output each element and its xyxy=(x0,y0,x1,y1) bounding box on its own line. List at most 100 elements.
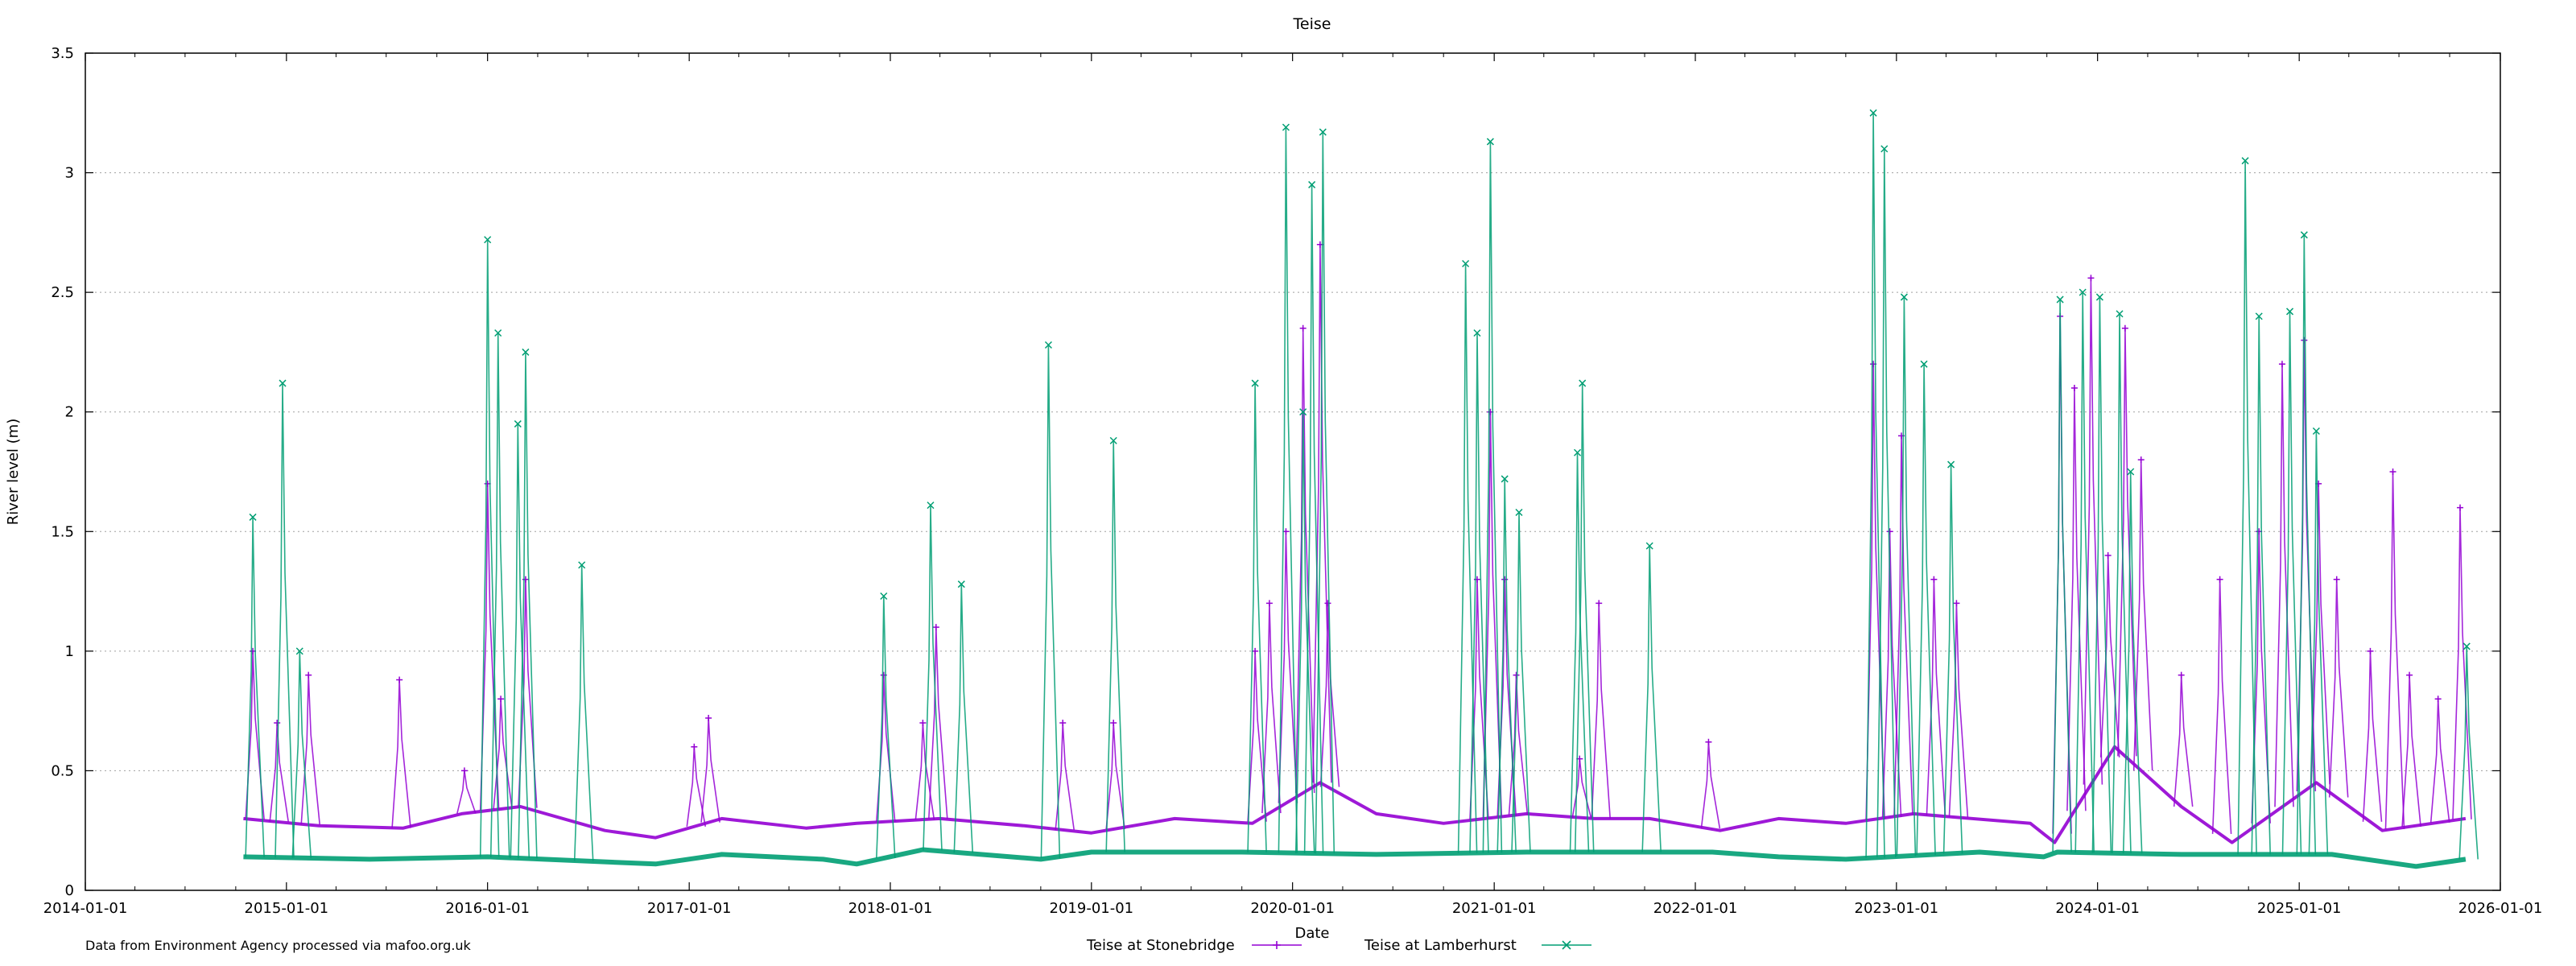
peak-marker xyxy=(494,329,502,337)
peak-marker xyxy=(1324,600,1331,607)
peak-marker xyxy=(2255,312,2263,320)
peak-marker xyxy=(2116,310,2124,318)
x-tick-label: 2019-01-01 xyxy=(1050,900,1134,917)
peak-marker xyxy=(484,236,492,244)
y-tick-label: 1 xyxy=(65,643,74,660)
peak-marker xyxy=(705,715,712,722)
peak-marker xyxy=(1869,109,1877,117)
x-tick-label: 2026-01-01 xyxy=(2458,900,2543,917)
series-layer xyxy=(243,109,2479,869)
peak-marker xyxy=(1282,123,1290,131)
peak-marker xyxy=(1920,360,1928,368)
peak-marker xyxy=(396,676,403,683)
y-tick-label: 1.5 xyxy=(51,523,74,540)
peak-marker xyxy=(1953,600,1960,607)
x-tick-label: 2016-01-01 xyxy=(445,900,530,917)
peak-marker xyxy=(1251,379,1259,387)
peak-marker xyxy=(1880,145,1889,153)
peak-marker xyxy=(1109,436,1117,444)
peak-marker xyxy=(2079,288,2087,296)
peak-marker xyxy=(880,592,888,601)
chart-title: Teise xyxy=(1293,15,1331,33)
peak-marker xyxy=(2367,647,2374,654)
peak-marker xyxy=(1501,475,1509,483)
peak-marker xyxy=(1573,448,1582,456)
x-tick-label: 2024-01-01 xyxy=(2055,900,2140,917)
peak-marker xyxy=(2216,576,2223,583)
peak-marker xyxy=(2095,293,2103,301)
series-baseline xyxy=(243,847,2467,869)
y-tick-label: 0 xyxy=(65,882,74,899)
legend-swatch-marker xyxy=(1562,940,1571,950)
y-tick-label: 2 xyxy=(65,404,74,421)
x-tick-label: 2023-01-01 xyxy=(1855,900,1939,917)
peak-marker xyxy=(1059,720,1067,726)
peak-marker xyxy=(2406,671,2413,679)
x-tick-label: 2025-01-01 xyxy=(2257,900,2342,917)
peak-marker xyxy=(274,720,281,726)
peak-marker xyxy=(1473,329,1481,337)
peak-marker xyxy=(295,647,303,655)
peak-marker xyxy=(2278,361,2285,368)
peak-marker xyxy=(1947,460,1955,469)
series-stonebridge xyxy=(243,241,2472,844)
x-tick-label: 2020-01-01 xyxy=(1250,900,1335,917)
peak-marker xyxy=(578,561,586,569)
peak-marker xyxy=(1900,293,1908,301)
peak-marker xyxy=(1265,600,1273,607)
peak-marker xyxy=(1252,647,1259,654)
peak-marker xyxy=(2121,324,2128,332)
peak-marker xyxy=(1930,576,1938,583)
peak-marker xyxy=(1319,128,1327,136)
peak-marker xyxy=(1886,528,1893,535)
x-axis-label: Date xyxy=(1294,925,1329,942)
peak-marker xyxy=(2462,642,2471,650)
footnote: Data from Environment Agency processed v… xyxy=(85,938,472,953)
peak-marker xyxy=(514,420,522,428)
peak-marker xyxy=(932,624,939,631)
peak-marker xyxy=(691,743,698,750)
peak-marker xyxy=(1462,259,1470,268)
x-tick-label: 2018-01-01 xyxy=(848,900,933,917)
peak-marker xyxy=(2127,468,2135,476)
peak-marker xyxy=(1513,671,1520,679)
peak-marker xyxy=(279,379,287,387)
peak-marker xyxy=(957,580,965,588)
x-tick-label: 2014-01-01 xyxy=(43,900,128,917)
peak-marker xyxy=(2087,275,2095,282)
series-baseline xyxy=(243,745,2467,844)
peak-marker xyxy=(2312,427,2320,436)
peak-marker xyxy=(1596,600,1603,607)
y-tick-label: 2.5 xyxy=(51,284,74,301)
legend-label: Teise at Lamberhurst xyxy=(1364,937,1517,954)
peak-marker xyxy=(460,767,468,774)
series-lamberhurst xyxy=(243,109,2479,869)
legend-swatch-marker xyxy=(1273,941,1281,949)
peak-marker xyxy=(2104,552,2112,559)
peak-marker xyxy=(1705,738,1712,745)
peak-marker xyxy=(2434,696,2442,703)
y-axis-label: River level (m) xyxy=(5,419,22,525)
peak-marker xyxy=(2389,469,2396,475)
y-tick-label: 0.5 xyxy=(51,762,74,779)
x-tick-label: 2015-01-01 xyxy=(245,900,329,917)
peak-marker xyxy=(1579,379,1587,387)
x-tick-label: 2017-01-01 xyxy=(647,900,732,917)
peak-marker xyxy=(2178,671,2185,679)
y-tick-label: 3.5 xyxy=(51,45,74,62)
peak-marker xyxy=(1486,138,1494,146)
peak-marker xyxy=(305,671,312,679)
x-tick-label: 2022-01-01 xyxy=(1653,900,1738,917)
peak-marker xyxy=(2300,231,2308,239)
peak-marker xyxy=(2056,295,2064,303)
peak-marker xyxy=(1044,341,1052,349)
peak-marker xyxy=(2241,157,2249,165)
peak-marker xyxy=(2070,385,2078,391)
peak-marker xyxy=(1515,508,1523,517)
legend-label: Teise at Stonebridge xyxy=(1086,937,1235,954)
peak-marker xyxy=(1645,542,1653,550)
peak-marker xyxy=(2286,308,2294,316)
axes: 0 0.5 1 1.5 2 2.5 3 3.5 2014-01-01 2015-01-01 2016… xyxy=(43,45,2543,917)
peak-marker xyxy=(1299,408,1307,416)
